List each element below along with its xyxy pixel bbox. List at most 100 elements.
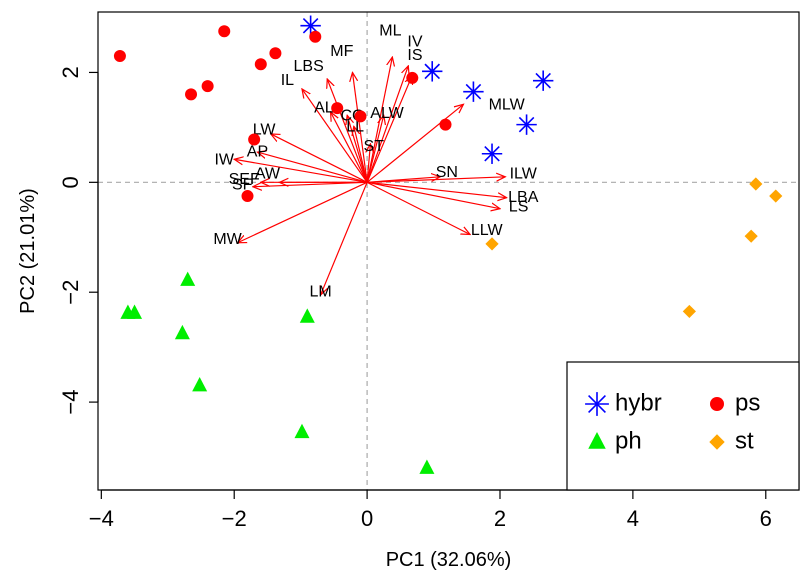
point-ps xyxy=(113,49,126,62)
legend-marker-hybr xyxy=(585,392,609,416)
asterisk-stroke xyxy=(484,145,500,162)
x-axis-title: PC1 (32.06%) xyxy=(386,549,512,571)
point-ps xyxy=(254,58,267,71)
loading-label-llw: LLW xyxy=(471,222,504,239)
loading-label-lm: LM xyxy=(309,283,331,300)
loading-label-aw: AW xyxy=(255,165,281,182)
loading-label-ml: ML xyxy=(379,22,401,39)
y-tick-label: −2 xyxy=(58,280,83,305)
series-st xyxy=(485,177,783,319)
reference-lines xyxy=(98,12,799,490)
loading-arrows xyxy=(234,57,506,295)
legend-entry-st: st xyxy=(709,427,754,454)
point-ph xyxy=(180,271,196,286)
y-axis-title: PC2 (21.01%) xyxy=(17,188,39,314)
asterisk-stroke xyxy=(465,83,482,100)
loading-arrow-cg xyxy=(347,115,368,183)
point-st xyxy=(682,304,696,319)
point-st xyxy=(769,189,783,203)
point-ps xyxy=(269,47,282,60)
loading-arrow-is xyxy=(366,75,412,183)
point-hybr xyxy=(463,81,484,102)
loading-arrow-mw xyxy=(238,181,368,242)
point-ps xyxy=(241,190,254,203)
legend-label-ph: ph xyxy=(615,427,642,454)
point-hybr xyxy=(300,15,321,36)
loading-label-lbs: LBS xyxy=(294,58,324,75)
loading-label-ls: LS xyxy=(509,198,529,215)
asterisk-stroke xyxy=(518,116,535,133)
point-ph xyxy=(127,304,143,319)
asterisk-stroke xyxy=(302,17,319,34)
point-st xyxy=(485,237,499,251)
point-ph xyxy=(294,423,310,439)
series-ph xyxy=(120,271,435,474)
point-hybr xyxy=(422,61,443,82)
point-st xyxy=(744,229,758,243)
point-ps xyxy=(248,133,261,146)
point-st xyxy=(749,177,763,191)
legend-marker-ps xyxy=(710,397,724,411)
loading-label-is: IS xyxy=(407,47,422,64)
loading-arrow-lm xyxy=(321,182,368,295)
point-ps xyxy=(331,102,344,115)
x-tick-label: 0 xyxy=(361,506,373,531)
loading-arrow-ll xyxy=(354,126,368,183)
legend-entry-ps: ps xyxy=(710,389,760,416)
loading-label-mw: MW xyxy=(213,231,242,248)
point-ph xyxy=(419,459,435,474)
y-tick-label: 2 xyxy=(58,66,83,78)
asterisk-stroke xyxy=(535,72,551,89)
legend-entry-ph: ph xyxy=(588,427,642,454)
x-tick-label: 6 xyxy=(760,506,772,531)
loading-arrow-ls xyxy=(366,181,500,208)
loading-label-mf: MF xyxy=(330,43,353,60)
legend-label-hybr: hybr xyxy=(615,389,662,416)
point-hybr xyxy=(516,114,537,135)
series-hybr xyxy=(300,15,554,164)
asterisk-stroke xyxy=(588,395,606,413)
loading-label-sef: SEF xyxy=(229,171,260,188)
legend-label-st: st xyxy=(735,427,754,454)
point-ps xyxy=(309,30,322,43)
loading-arrow-il xyxy=(302,89,368,183)
point-ph xyxy=(174,324,190,340)
legend-entry-hybr: hybr xyxy=(585,389,662,416)
x-tick-label: 2 xyxy=(494,506,506,531)
loading-label-al: AL xyxy=(314,99,334,116)
loading-arrow-lba xyxy=(367,181,507,197)
x-tick-label: −4 xyxy=(89,506,114,531)
loading-arrow-ilw xyxy=(367,177,505,183)
loading-arrow-iw xyxy=(234,159,368,183)
point-hybr xyxy=(532,70,554,91)
loading-arrow-sf xyxy=(253,181,368,186)
loading-arrow-iv xyxy=(366,66,408,183)
loading-label-mlw: MLW xyxy=(489,97,526,114)
point-ph xyxy=(299,308,315,323)
point-hybr xyxy=(481,143,503,164)
loading-label-alw: ALW xyxy=(370,105,404,122)
loading-label-ll: LL xyxy=(346,119,364,136)
point-ph xyxy=(192,377,208,392)
loading-arrow-st xyxy=(367,144,370,183)
y-axis: −4 −2 0 2 xyxy=(58,66,99,415)
loading-label-il: IL xyxy=(281,72,294,89)
loading-label-lba: LBA xyxy=(508,189,539,206)
x-tick-label: −2 xyxy=(222,506,247,531)
loading-label-st: ST xyxy=(364,138,385,155)
point-ps xyxy=(185,88,198,101)
legend-marker-st xyxy=(709,434,725,450)
loading-label-ap: AP xyxy=(247,143,268,160)
loading-label-sn: SN xyxy=(436,164,458,181)
point-ps xyxy=(218,25,231,38)
legend: hybr ps ph st xyxy=(566,361,800,491)
legend-label-ps: ps xyxy=(735,389,760,416)
loading-label-iv: IV xyxy=(407,33,422,50)
legend-box xyxy=(566,361,800,491)
loading-label-lw: LW xyxy=(253,121,277,138)
loading-label-iw: IW xyxy=(214,152,234,169)
asterisk-stroke xyxy=(424,63,440,80)
loading-arrow-alw xyxy=(366,115,384,183)
loading-arrow-lbs xyxy=(327,79,368,183)
